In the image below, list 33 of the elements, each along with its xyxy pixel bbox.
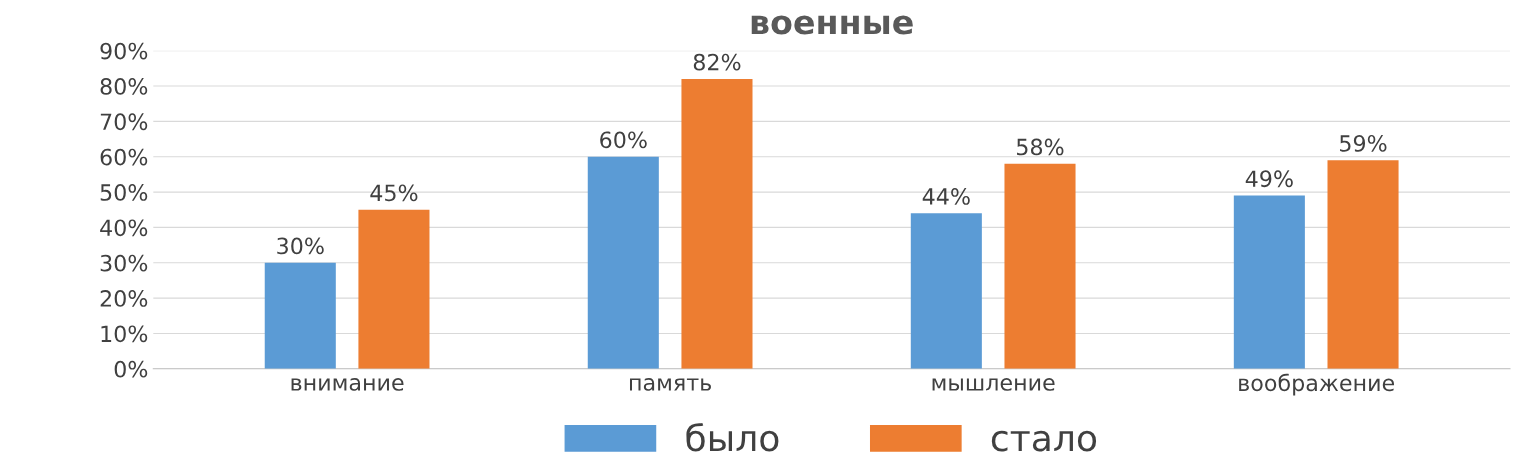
data-label: 45% [370,184,418,202]
y-tick-label: 10% [101,325,148,343]
y-tick-label: 60% [100,148,148,166]
bar [358,209,430,369]
data-label: 44% [922,188,970,205]
bar [1004,163,1076,369]
y-tick-label: 50% [100,184,148,201]
data-label: 60% [600,131,647,149]
x-tick-label: воображение [1239,373,1395,396]
bar [910,213,982,369]
x-tick-label: внимание [291,378,404,391]
x-tick-label: мышление [932,378,1055,391]
bar [587,156,659,369]
data-label: 58% [1017,138,1064,156]
y-tick-label: 70% [100,113,148,131]
bar [1327,160,1399,369]
y-tick-label: 80% [100,78,148,95]
data-label: 49% [1245,170,1293,188]
y-tick-label: 90% [100,42,148,60]
data-label: 30% [277,237,324,255]
data-label: 59% [1340,134,1387,152]
chart-title: военные [751,15,913,35]
bar [1233,195,1305,369]
x-tick-label: память [630,378,711,391]
y-tick-label: 30% [100,254,148,272]
y-tick-label: 0% [114,360,148,378]
bar [681,78,753,369]
legend-label: стало [991,430,1097,452]
legend-label: было [686,422,779,452]
y-tick-label: 20% [100,290,148,307]
data-label: 82% [693,53,741,71]
y-tick-label: 40% [100,219,148,237]
bar [264,262,336,369]
